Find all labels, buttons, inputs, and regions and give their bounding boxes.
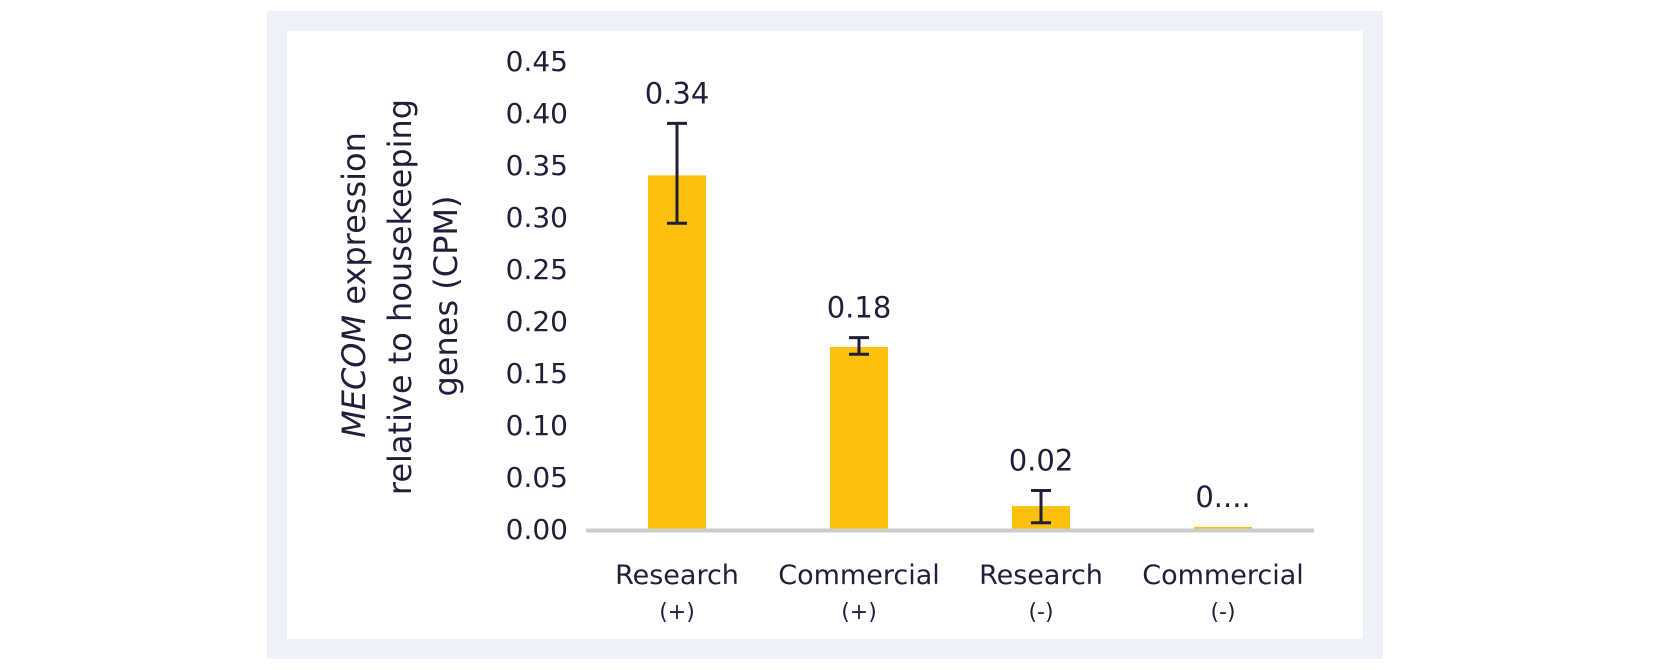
y-ticks: 0.00 0.05 0.10 0.15 0.20 0.25 0.30 0.35 0.40 0.45 [506,45,568,546]
y-tick-label: 0.25 [506,253,568,286]
y-tick-label: 0.10 [506,409,568,442]
data-label: 0.02 [1009,444,1074,478]
x-tick-label: Research [979,560,1103,591]
y-axis-label-gene: MECOM [335,315,373,438]
y-tick-label: 0.45 [506,45,568,78]
data-label: 0.... [1195,480,1250,514]
y-tick-label: 0.05 [506,461,568,494]
y-axis-label-line1: MECOM expression [335,132,373,438]
chart-panel [287,31,1363,639]
data-labels: 0.34 0.18 0.02 0.... [645,76,1251,514]
y-axis-label-rest: expression [335,132,373,315]
y-tick-label: 0.20 [506,305,568,338]
y-tick-label: 0.00 [506,513,568,546]
x-tick-sublabel: (-) [1028,600,1053,625]
x-tick-sublabel: (+) [659,600,695,625]
x-tick-sublabel: (+) [841,600,877,625]
bars [648,175,1252,529]
x-tick-sublabel: (-) [1210,600,1235,625]
x-tick-label: Commercial [778,560,940,591]
y-axis-label-line2: relative to housekeeping [381,99,419,495]
error-bars [667,121,1051,525]
y-tick-label: 0.40 [506,97,568,130]
y-axis-label-line3: genes (CPM) [427,195,465,396]
y-tick-label: 0.15 [506,357,568,390]
x-tick-label: Research [615,560,739,591]
bar [830,347,888,529]
y-tick-label: 0.35 [506,149,568,182]
bar [1194,526,1252,529]
data-label: 0.18 [827,291,892,325]
data-label: 0.34 [645,76,710,110]
x-tick-label: Commercial [1142,560,1304,591]
y-tick-label: 0.30 [506,201,568,234]
x-tick-labels: Research (+) Commercial (+) Research (-) Comme… [615,560,1304,625]
y-axis-label: MECOM expression relative to housekeepin… [335,99,465,495]
bar [648,175,706,529]
